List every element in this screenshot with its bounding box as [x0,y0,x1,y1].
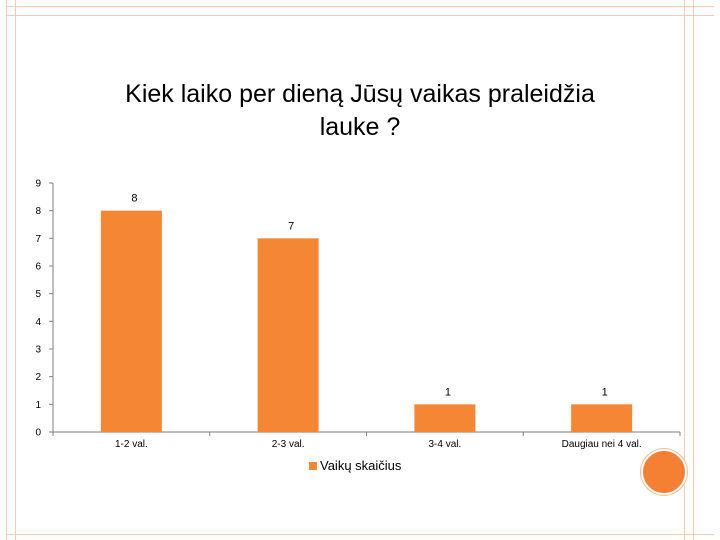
frame-line-top [6,6,714,7]
chart-title: Kiek laiko per dieną Jūsų vaikas praleid… [125,80,595,141]
x-tick-label: 2-3 val. [272,439,305,450]
bar [571,404,633,432]
x-tick-label: Daugiau nei 4 val. [562,439,642,450]
y-tick-label: 4 [35,317,41,328]
frame-line-top-inner [6,15,714,16]
y-tick-label: 1 [35,400,41,411]
bar [257,238,319,432]
data-label: 7 [288,220,294,232]
bar [100,210,162,432]
y-tick-label: 8 [35,206,41,217]
frame-line-left [6,0,7,540]
frame-line-right [684,0,685,540]
frame-line-bottom [6,534,714,535]
frame-line-right-inner [693,0,694,540]
y-tick-label: 2 [35,372,41,383]
bar [414,404,476,432]
decorative-circle [641,449,687,495]
x-tick-label: 1-2 val. [115,439,148,450]
data-label: 1 [445,386,451,398]
data-label: 1 [602,386,608,398]
y-tick-label: 6 [35,262,41,273]
x-tick-label: 3-4 val. [428,439,461,450]
y-tick-label: 5 [35,289,41,300]
y-tick-label: 9 [35,179,41,190]
frame-line-left-inner [15,0,16,540]
data-label: 8 [131,193,137,205]
legend-label: Vaikų skaičius [320,458,402,473]
y-tick-label: 3 [35,345,41,356]
legend-swatch [309,462,317,470]
y-tick-label: 0 [35,428,41,439]
y-tick-label: 7 [35,234,41,245]
